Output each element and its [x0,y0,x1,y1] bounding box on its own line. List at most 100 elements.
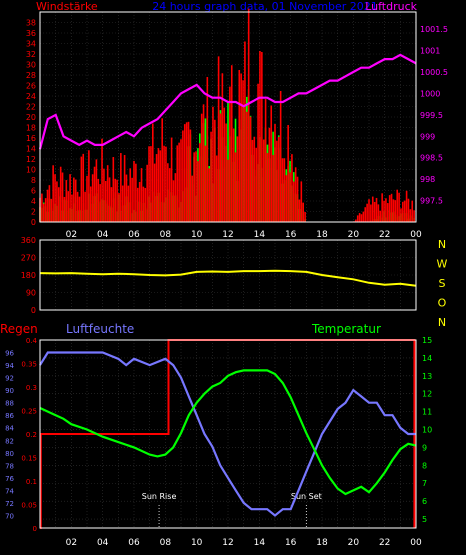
temperature-tick-label: 12 [422,390,432,399]
temperature-tick-label: 5 [422,515,427,524]
wind-tick-label: 28 [26,71,36,80]
direction-tick-label: 360 [21,236,36,245]
humidity-tick-label: 80 [5,450,14,458]
temperature-tick-label: 13 [422,372,432,381]
hour-tick-label: 08 [160,538,172,548]
rain-humidity-temp-panel: Regen Luftfeuchte Temperatur Sun Rise Sun… [0,322,432,548]
wind-tick-label: 34 [26,40,36,49]
humidity-tick-label: 72 [5,500,14,508]
wind-axis-ticks: 02468101214161820222426283032343638997.5… [26,19,448,241]
hour-tick-label: 16 [285,230,297,240]
compass-label: O [438,297,447,310]
hour-tick-label: 02 [66,230,77,240]
hour-tick-label: 22 [379,538,390,548]
hour-tick-label: 04 [97,230,109,240]
wind-tick-label: 32 [26,50,36,59]
wind-tick-label: 2 [31,208,36,217]
rain-tick-label: 0.3 [26,384,37,392]
compass-label: N [438,238,446,251]
wind-tick-label: 8 [31,176,36,185]
humidity-tick-label: 74 [5,487,14,495]
rain-tick-label: 0 [33,525,37,533]
pressure-tick-label: 997.5 [420,197,443,206]
wind-tick-label: 12 [26,155,36,164]
wind-speed-series [39,8,415,222]
pressure-axis-title: Luftdruck [365,0,417,13]
wind-tick-label: 24 [26,92,36,101]
hour-tick-label: 12 [222,230,233,240]
compass-label: S [439,277,446,290]
rain-tick-label: 0.35 [21,361,37,369]
hour-tick-label: 18 [316,230,328,240]
pressure-tick-label: 998 [420,175,435,184]
humidity-tick-label: 78 [5,462,14,470]
temperature-tick-label: 9 [422,443,427,452]
sun-markers: Sun Rise Sun Set [142,492,322,528]
wind-tick-label: 18 [26,124,36,133]
temperature-tick-label: 15 [422,336,432,345]
rain-tick-label: 0.25 [21,408,37,416]
humidity-line [39,351,416,517]
hour-tick-label: 18 [316,538,328,548]
pressure-tick-label: 999 [420,132,435,141]
pressure-tick-label: 1000 [420,89,440,98]
rain-tick-label: 0.4 [26,337,38,345]
lower-axis-ticks: 00.050.10.150.20.250.30.350.470727476788… [5,336,432,548]
temperature-axis-title: Temperatur [311,322,381,336]
pressure-tick-label: 998.5 [420,154,443,163]
hour-tick-label: 20 [348,538,360,548]
wind-tick-label: 36 [26,29,36,38]
compass-label: W [437,258,448,271]
pressure-tick-label: 1001.5 [420,25,448,34]
wind-tick-label: 26 [26,82,36,91]
wind-tick-label: 30 [26,61,36,70]
direction-frame [39,239,417,311]
lower-frame [39,339,417,529]
humidity-tick-label: 92 [5,375,14,383]
chart-title: 24 hours graph data, 01 November 2021 [152,0,378,13]
temperature-tick-label: 8 [422,461,427,470]
compass-label: N [438,316,446,329]
temperature-line [39,369,417,496]
pressure-tick-label: 999.5 [420,111,443,120]
hour-tick-label: 16 [285,538,297,548]
sun-marker-label: Sun Set [291,492,322,501]
hour-tick-label: 22 [379,230,390,240]
hour-tick-label: 00 [410,538,422,548]
wind-frame [39,11,417,223]
hour-tick-label: 06 [128,230,140,240]
rain-tick-label: 0.15 [21,455,37,463]
pressure-line [38,53,417,150]
hour-tick-label: 04 [97,538,109,548]
hour-tick-label: 06 [128,538,140,548]
humidity-tick-label: 88 [5,400,14,408]
wind-tick-label: 0 [31,218,36,227]
direction-tick-label: 270 [21,254,36,263]
header: Windstärke 24 hours graph data, 01 Novem… [36,0,418,13]
wind-axis-title: Windstärke [36,0,98,13]
humidity-tick-label: 76 [5,475,14,483]
hour-tick-label: 00 [410,230,422,240]
direction-tick-label: 180 [21,271,36,280]
humidity-tick-label: 86 [5,412,14,420]
humidity-tick-label: 82 [5,437,14,445]
rain-tick-label: 0.1 [26,478,37,486]
humidity-tick-label: 90 [5,387,14,395]
pressure-tick-label: 1000.5 [420,68,448,77]
hour-tick-label: 10 [191,538,203,548]
wind-tick-label: 22 [26,103,36,112]
humidity-tick-label: 96 [5,350,14,358]
hour-tick-label: 20 [348,230,360,240]
rain-axis-title: Regen [0,322,38,336]
pressure-series [38,53,417,150]
hour-tick-label: 14 [254,538,266,548]
humidity-tick-label: 70 [5,512,14,520]
hour-tick-label: 12 [222,538,233,548]
wind-tick-label: 6 [31,187,36,196]
sun-marker-label: Sun Rise [142,492,177,501]
rain-tick-label: 0.2 [26,431,37,439]
humidity-tick-label: 84 [5,425,14,433]
wind-tick-label: 10 [26,166,36,175]
